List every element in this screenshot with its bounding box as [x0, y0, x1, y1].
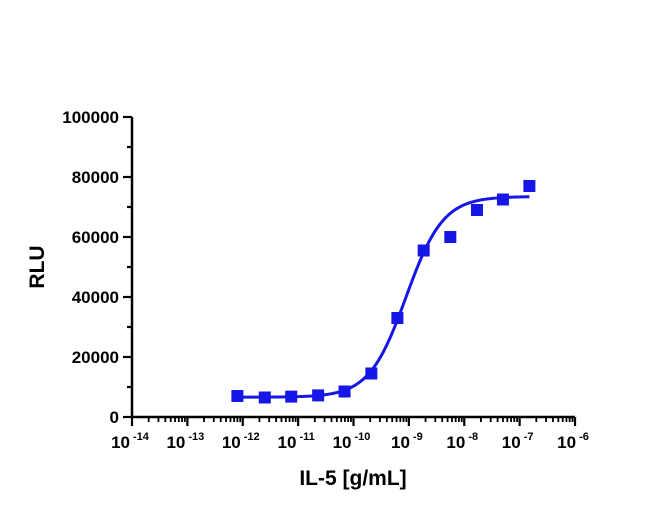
x-tick-label: 10 -13	[166, 431, 204, 452]
data-point	[523, 180, 536, 192]
data-point	[338, 385, 351, 398]
x-tick-label: 10 -7	[502, 431, 534, 452]
x-axis-title: IL-5 [g/mL]	[299, 467, 406, 490]
y-tick-label: 20000	[72, 348, 119, 367]
data-point	[391, 312, 404, 324]
data-point	[365, 367, 378, 380]
y-tick-labels: 0 20000 40000 60000 80000 100000	[62, 108, 119, 427]
data-point	[285, 390, 298, 403]
data-point	[417, 244, 430, 257]
x-tick-label: 10 -8	[446, 431, 478, 452]
data-point	[312, 389, 325, 402]
x-tick-label: 10 -14	[111, 431, 150, 452]
y-tick-label: 40000	[72, 288, 119, 307]
fit-curve	[237, 195, 530, 399]
data-point	[231, 390, 244, 402]
data-point	[471, 204, 484, 216]
x-tick-labels: 10 -14 10 -13 10 -12 10 -11 10 -10 10 -9 10 -8 10 -7 10-…	[111, 431, 589, 452]
y-tick-label: 60000	[72, 228, 119, 247]
x-tick-label: 10 -10	[333, 431, 371, 452]
axes	[123, 115, 577, 426]
y-axis-title: RLU	[26, 245, 49, 288]
x-tick-label: 10 -9	[391, 431, 423, 452]
data-point	[258, 391, 271, 404]
x-tick-label: 10 -6	[557, 431, 589, 452]
data-point	[444, 231, 457, 243]
y-tick-label: 80000	[72, 168, 119, 187]
y-tick-label: 0	[110, 408, 119, 427]
y-tick-label: 100000	[62, 108, 119, 127]
data-points	[231, 180, 536, 404]
x-tick-label: 10 -11	[278, 431, 315, 452]
data-point	[496, 193, 509, 206]
x-tick-label: 10 -12	[222, 431, 260, 452]
